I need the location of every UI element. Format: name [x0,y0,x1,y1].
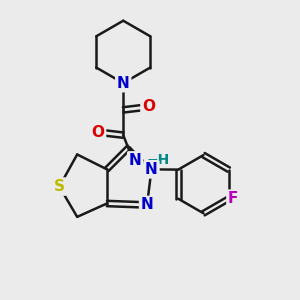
Text: N: N [141,197,153,212]
Text: F: F [228,191,238,206]
Text: O: O [142,99,155,114]
Text: S: S [54,179,65,194]
Text: N: N [145,162,158,177]
Text: −H: −H [146,153,169,167]
Text: N: N [117,76,130,91]
Text: O: O [92,125,104,140]
Text: N: N [129,153,142,168]
